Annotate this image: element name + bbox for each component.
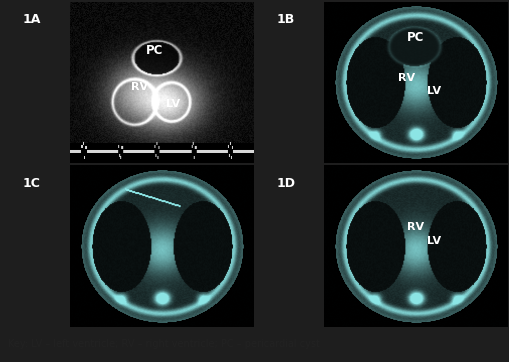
Text: 1C: 1C (22, 177, 40, 190)
Text: LV: LV (165, 98, 180, 109)
Text: Key: LV – left ventricle; RV – right ventricle; PC – pericardial cyst: Key: LV – left ventricle; RV – right ven… (8, 339, 319, 349)
Text: PC: PC (146, 44, 163, 57)
Text: PC: PC (406, 31, 423, 44)
Text: RV: RV (131, 83, 148, 92)
Text: 1A: 1A (22, 13, 41, 26)
Text: LV: LV (426, 236, 440, 246)
Text: LV: LV (426, 86, 440, 96)
Text: RV: RV (406, 222, 423, 232)
Text: 1B: 1B (276, 13, 294, 26)
Text: RV: RV (397, 73, 414, 83)
Text: 1D: 1D (276, 177, 295, 190)
